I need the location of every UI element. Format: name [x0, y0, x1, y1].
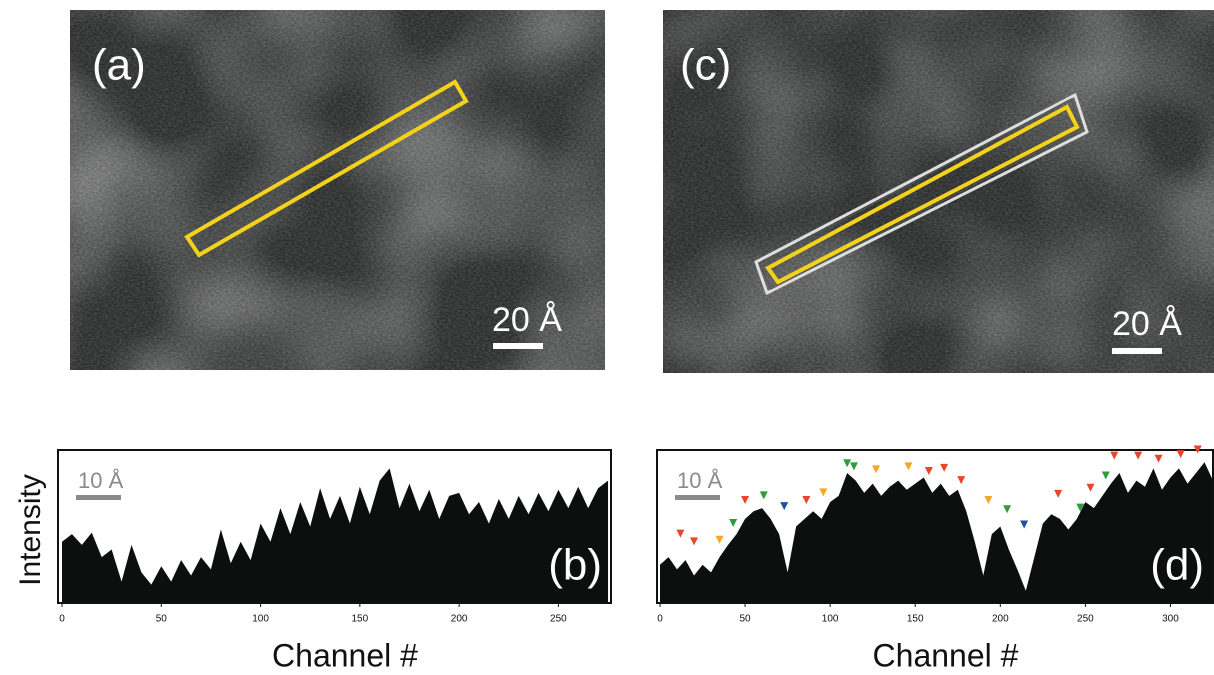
peak-marker: [957, 476, 966, 485]
peak-marker: [676, 529, 685, 538]
peak-marker: [1076, 503, 1085, 512]
peak-marker: [849, 462, 858, 471]
scale-label: 10 Å: [677, 468, 723, 493]
peak-marker: [924, 466, 933, 475]
tem-image-c: [663, 10, 1214, 373]
peak-marker: [904, 462, 913, 471]
peak-marker: [1154, 454, 1163, 463]
peak-marker: [1134, 451, 1143, 460]
tem-image-a: [70, 10, 605, 370]
x-tick-label: 150: [351, 614, 368, 625]
peak-marker: [1003, 505, 1012, 514]
panel-label: (d): [1150, 541, 1204, 590]
x-tick-label: 150: [907, 614, 924, 625]
x-tick-label: 200: [451, 614, 468, 625]
x-tick-label: 50: [740, 614, 752, 625]
intensity-area: [62, 468, 609, 603]
scale-bar: [76, 495, 121, 500]
peak-marker: [1110, 451, 1119, 460]
peak-marker: [715, 535, 724, 544]
x-tick-label: 100: [252, 614, 269, 625]
peak-marker: [984, 496, 993, 505]
x-tick-label: 0: [657, 614, 663, 625]
peak-marker: [1054, 489, 1063, 498]
peak-marker: [729, 518, 738, 527]
panel-label: (a): [92, 41, 146, 90]
scale-label: 10 Å: [78, 468, 124, 493]
plot-frame: [656, 449, 1214, 604]
x-tick-label: 250: [1077, 614, 1094, 625]
x-tick-label: 100: [822, 614, 839, 625]
peak-marker: [690, 537, 699, 546]
x-axis-label: Channel #: [272, 637, 418, 673]
y-axis-label: Intensity: [14, 474, 47, 586]
peak-marker: [1086, 483, 1095, 492]
panel-label: (c): [680, 41, 731, 90]
x-tick-label: 200: [992, 614, 1009, 625]
peak-marker: [940, 463, 949, 472]
peak-marker: [802, 496, 811, 505]
peak-marker: [1176, 450, 1185, 459]
peak-marker: [843, 459, 852, 468]
peak-marker: [872, 465, 881, 474]
peak-marker: [1193, 445, 1202, 454]
x-axis-label: Channel #: [873, 637, 1019, 673]
peak-marker: [780, 502, 789, 511]
peak-marker: [1020, 520, 1029, 529]
scale-label: 20 Å: [1112, 305, 1182, 343]
peak-marker: [819, 488, 828, 497]
peak-marker: [741, 496, 750, 505]
x-tick-label: 0: [59, 614, 65, 625]
x-tick-label: 300: [1162, 614, 1179, 625]
x-tick-label: 250: [550, 614, 567, 625]
peak-marker: [759, 491, 768, 500]
plot-frame: [57, 449, 612, 604]
scale-label: 20 Å: [492, 301, 562, 339]
peak-marker: [1101, 471, 1110, 480]
x-tick-label: 50: [156, 614, 168, 625]
panel-label: (b): [548, 541, 602, 590]
scale-bar: [675, 495, 720, 500]
intensity-area: [660, 462, 1213, 603]
